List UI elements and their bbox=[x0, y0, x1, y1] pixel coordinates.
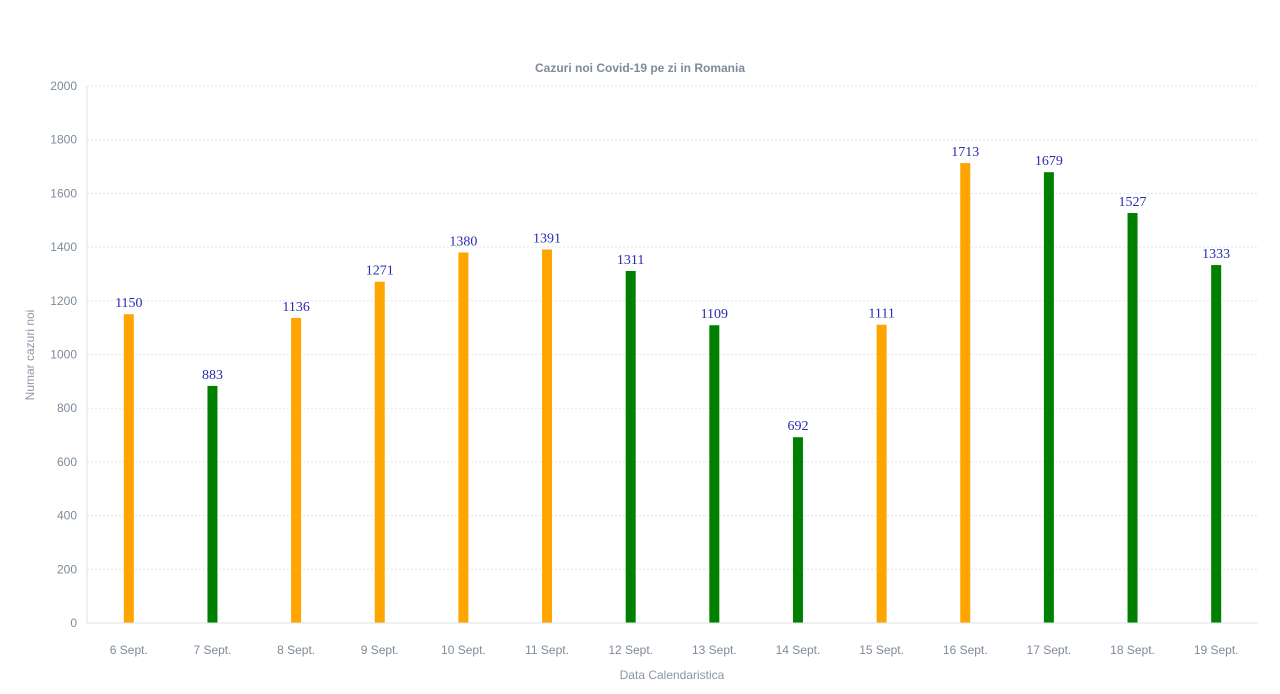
data-label: 1713 bbox=[951, 145, 979, 160]
data-label: 1271 bbox=[366, 264, 394, 279]
data-label: 1109 bbox=[701, 307, 728, 322]
y-tick-label: 400 bbox=[57, 509, 77, 523]
x-tick-label: 10 Sept. bbox=[441, 643, 486, 657]
x-tick-label: 18 Sept. bbox=[1110, 643, 1155, 657]
bar[interactable] bbox=[1043, 172, 1054, 623]
bar[interactable] bbox=[709, 325, 720, 623]
x-tick-label: 16 Sept. bbox=[943, 643, 988, 657]
bar[interactable] bbox=[542, 249, 553, 624]
data-label: 1679 bbox=[1035, 154, 1063, 169]
bar[interactable] bbox=[1127, 213, 1138, 624]
data-label: 1333 bbox=[1202, 247, 1230, 262]
data-label: 1150 bbox=[115, 296, 142, 311]
x-tick-label: 15 Sept. bbox=[859, 643, 904, 657]
bar[interactable] bbox=[207, 385, 218, 623]
x-tick-label: 14 Sept. bbox=[776, 643, 821, 657]
bar[interactable] bbox=[374, 281, 385, 623]
data-label: 1391 bbox=[533, 232, 561, 247]
gridlines bbox=[87, 85, 1258, 570]
data-label: 1136 bbox=[282, 300, 309, 315]
x-tick-label: 6 Sept. bbox=[110, 643, 148, 657]
y-tick-label: 600 bbox=[57, 455, 77, 469]
y-tick-label: 0 bbox=[70, 616, 77, 630]
x-tick-label: 13 Sept. bbox=[692, 643, 737, 657]
y-tick-label: 1400 bbox=[50, 240, 77, 254]
bar[interactable] bbox=[291, 317, 302, 623]
y-axis-label: Numar cazuri noi bbox=[23, 310, 37, 401]
y-tick-label: 200 bbox=[57, 562, 77, 576]
data-label: 692 bbox=[787, 419, 808, 434]
bar[interactable] bbox=[458, 252, 469, 623]
y-axis-ticks: 0 200 400 600 800 1000 1200 1400 1600 1800 2000 bbox=[50, 79, 77, 630]
y-tick-label: 1000 bbox=[50, 348, 77, 362]
bar[interactable] bbox=[960, 163, 971, 623]
data-label: 1380 bbox=[449, 234, 477, 249]
x-tick-label: 17 Sept. bbox=[1027, 643, 1072, 657]
bar[interactable] bbox=[625, 270, 636, 623]
x-tick-label: 8 Sept. bbox=[277, 643, 315, 657]
x-tick-label: 9 Sept. bbox=[361, 643, 399, 657]
x-tick-label: 7 Sept. bbox=[193, 643, 231, 657]
bar[interactable] bbox=[876, 324, 887, 623]
bar[interactable] bbox=[123, 314, 134, 623]
y-tick-label: 1200 bbox=[50, 294, 77, 308]
y-tick-label: 1600 bbox=[50, 186, 77, 200]
y-tick-label: 2000 bbox=[50, 79, 77, 93]
x-tick-label: 11 Sept. bbox=[525, 643, 569, 657]
x-axis-label: Data Calendaristica bbox=[620, 668, 725, 682]
bar[interactable] bbox=[792, 437, 803, 623]
bar[interactable] bbox=[1211, 265, 1222, 623]
bars bbox=[123, 163, 1222, 624]
y-tick-label: 800 bbox=[57, 401, 77, 415]
data-label: 883 bbox=[202, 368, 223, 383]
x-axis-ticks: 6 Sept. 7 Sept. 8 Sept. 9 Sept. 10 Sept. 11 S… bbox=[110, 643, 1239, 657]
data-label: 1111 bbox=[868, 307, 894, 322]
data-label: 1527 bbox=[1119, 195, 1147, 210]
data-labels: 1150 883 1136 1271 1380 1391 1311 1109 692 1111 17… bbox=[115, 145, 1230, 434]
chart-title: Cazuri noi Covid-19 pe zi in Romania bbox=[535, 61, 745, 75]
y-tick-label: 1800 bbox=[50, 133, 77, 147]
x-tick-label: 12 Sept. bbox=[608, 643, 653, 657]
data-label: 1311 bbox=[617, 253, 644, 268]
x-tick-label: 19 Sept. bbox=[1194, 643, 1239, 657]
